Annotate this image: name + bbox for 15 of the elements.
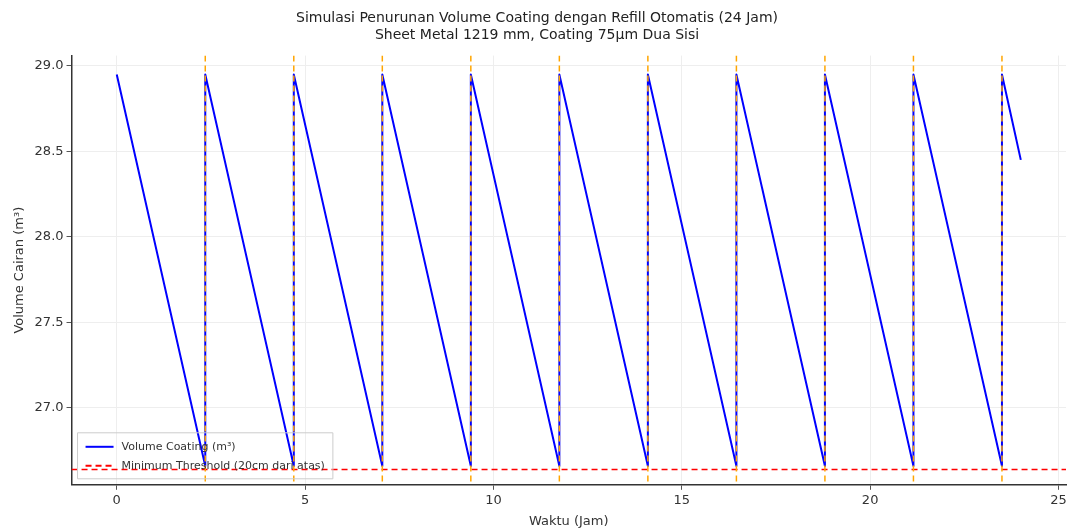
x-tick-label: 15	[673, 491, 691, 507]
chart-title: Simulasi Penurunan Volume Coating dengan Refill Otomatis (24 Jam)	[296, 9, 778, 26]
x-axis-title: Waktu (Jam)	[528, 512, 609, 528]
y-tick-label: 27.5	[34, 313, 64, 329]
x-tick-label: 25	[1050, 491, 1067, 507]
x-tick-label: 0	[112, 491, 121, 507]
y-tick-label: 28.0	[34, 228, 64, 244]
y-tick-label: 28.5	[34, 142, 64, 158]
x-tick-label: 10	[485, 491, 502, 507]
chart-subtitle: Sheet Metal 1219 mm, Coating 75µm Dua Sisi	[374, 25, 700, 42]
y-tick-label: 29.0	[34, 57, 64, 73]
x-tick-label: 20	[861, 491, 879, 507]
y-axis-title: Volume Cairan (m³)	[11, 206, 27, 334]
y-tick-label: 27.0	[34, 399, 64, 415]
x-tick-label: 5	[300, 491, 310, 507]
